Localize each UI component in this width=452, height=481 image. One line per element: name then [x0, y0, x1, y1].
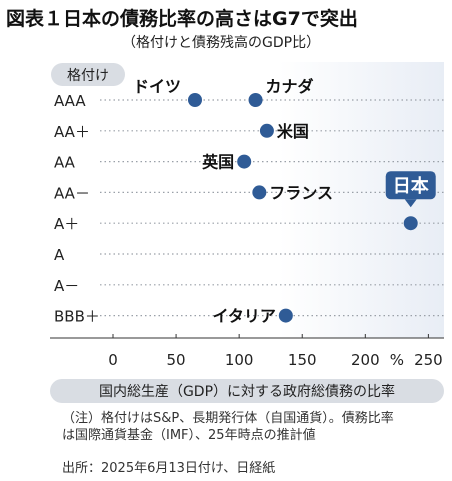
data-label: フランス	[269, 183, 333, 202]
data-point	[252, 185, 267, 200]
data-point	[259, 123, 274, 138]
source-note: 出所：2025年6月13日付け、日経紙	[62, 461, 276, 476]
data-point	[248, 93, 263, 107]
y-tick-label: AAA	[54, 92, 86, 110]
data-point	[278, 308, 293, 323]
y-tick-label: A＋	[54, 215, 79, 233]
data-label: 英国	[201, 153, 234, 172]
y-tick-label: BBB＋	[54, 308, 100, 326]
x-tick-label: 50	[167, 351, 186, 369]
y-tick-label: AA	[54, 154, 76, 172]
y-tick-label: AA－	[54, 184, 90, 202]
x-tick-label: 250	[414, 351, 443, 369]
y-tick-label: AA＋	[54, 123, 90, 141]
x-tick-label: 0	[108, 351, 118, 369]
data-label: カナダ	[266, 77, 314, 96]
highlight-badge	[385, 171, 436, 200]
data-point	[188, 93, 202, 107]
data-label: 米国	[277, 122, 309, 141]
y-tick-label: A－	[54, 277, 79, 295]
x-tick-label: 100	[225, 351, 254, 369]
data-label: ドイツ	[133, 77, 181, 96]
x-tick-label: 150	[288, 351, 317, 369]
plot-area	[50, 62, 444, 338]
footnote: （注）格付けはS&P、長期発行体（自国通貨）。債務比率 は国際通貨基金（IMF）…	[62, 411, 394, 443]
data-label: 日本	[393, 175, 429, 197]
chart-subtitle: （格付けと債務残高のGDP比）	[122, 35, 321, 51]
highlight-pointer	[404, 199, 417, 208]
data-point	[237, 154, 252, 169]
data-label: イタリア	[212, 307, 275, 326]
chart-title: 図表１日本の債務比率の高さはG7で突出	[6, 8, 358, 30]
x-axis-title: 国内総生産（GDP）に対する政府総債務の比率	[50, 379, 444, 403]
y-axis-title: 格付け	[51, 63, 125, 86]
x-unit-label: %	[390, 351, 404, 369]
x-tick-label: 200	[351, 351, 380, 369]
data-point	[403, 216, 418, 231]
y-tick-label: A	[54, 246, 65, 264]
